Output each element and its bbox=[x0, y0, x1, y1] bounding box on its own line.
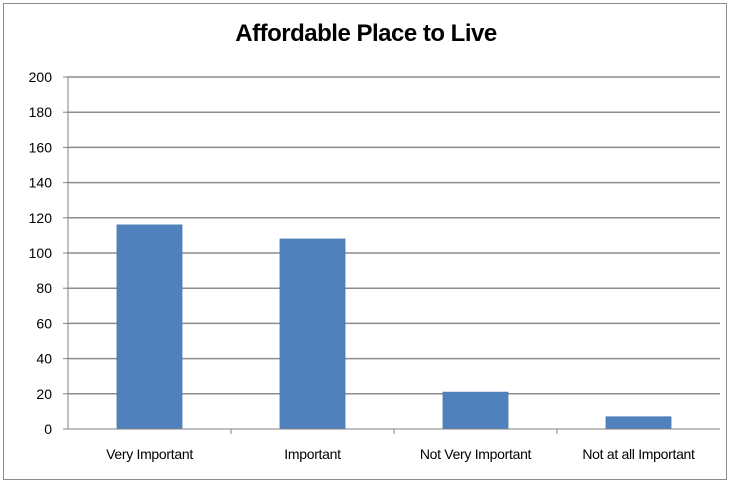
y-tick-label: 60 bbox=[36, 315, 52, 331]
grid-lines bbox=[68, 76, 720, 395]
y-tick-label: 200 bbox=[29, 69, 53, 85]
axes bbox=[63, 76, 720, 434]
x-tick-label: Important bbox=[284, 446, 341, 462]
bar bbox=[279, 238, 346, 430]
y-tick-label: 120 bbox=[29, 210, 53, 226]
bar bbox=[442, 391, 509, 430]
y-tick-label: 140 bbox=[29, 175, 53, 191]
x-tick-label: Very Important bbox=[106, 446, 193, 462]
bar bbox=[605, 416, 672, 430]
x-tick-label: Not Very Important bbox=[420, 446, 532, 462]
chart-title: Affordable Place to Live bbox=[235, 20, 497, 47]
y-tick-label: 160 bbox=[29, 139, 53, 155]
bars bbox=[116, 224, 672, 430]
y-tick-label: 20 bbox=[36, 386, 52, 402]
y-tick-label: 40 bbox=[36, 351, 52, 367]
y-tick-label: 100 bbox=[29, 245, 53, 261]
y-tick-label: 0 bbox=[44, 421, 52, 437]
x-tick-label: Not at all Important bbox=[582, 446, 695, 462]
x-tick-labels: Very Important Important Not Very Importan… bbox=[106, 446, 695, 462]
y-tick-label: 180 bbox=[29, 104, 53, 120]
y-tick-labels: 0 20 40 60 80 100 120 140 160 180 200 bbox=[29, 69, 53, 437]
y-tick-label: 80 bbox=[36, 280, 52, 296]
bar bbox=[116, 224, 183, 430]
